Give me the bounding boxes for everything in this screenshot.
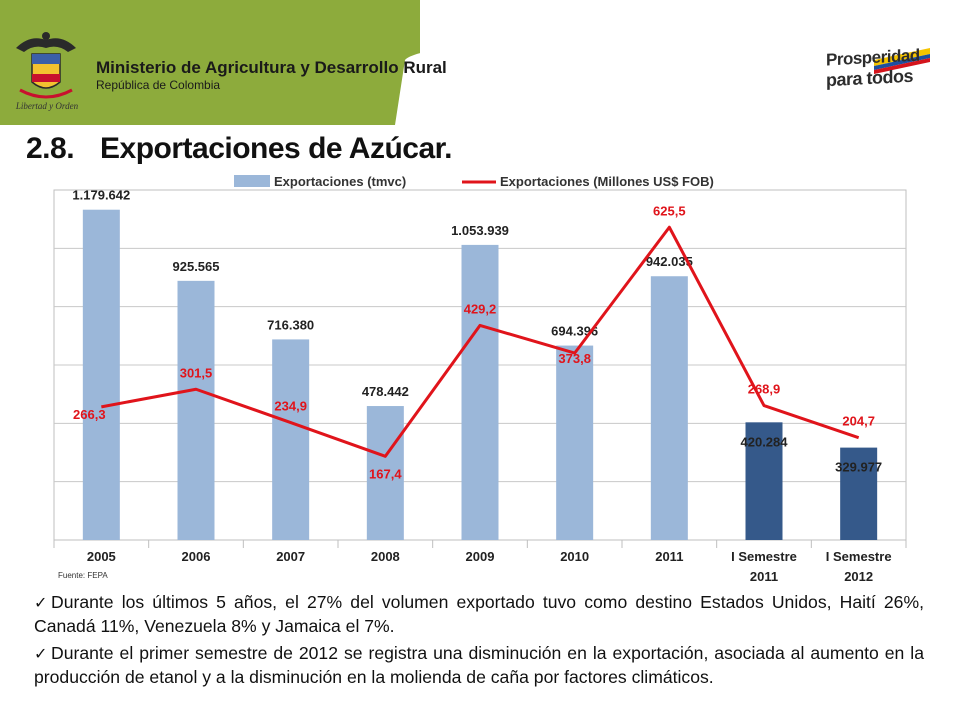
header: Libertad y Orden Ministerio de Agricultu… [0, 0, 960, 125]
ministry-title: Ministerio de Agricultura y Desarrollo R… [96, 58, 447, 77]
line-value-label: 301,5 [180, 365, 213, 380]
bar-value-label: 942.035 [646, 254, 693, 269]
bar [366, 406, 404, 540]
bar-value-label: 1.179.642 [72, 188, 130, 203]
page-title: 2.8. Exportaciones de Azúcar. [26, 132, 453, 166]
category-label: 2011 [655, 549, 683, 564]
coat-of-arms-icon [16, 32, 76, 99]
bar [840, 447, 878, 540]
brand-stripe-icon [874, 48, 930, 74]
category-label: 2008 [371, 549, 400, 564]
checkmark-icon: ✓ [34, 595, 48, 612]
bar-value-label: 694.396 [551, 324, 598, 339]
bullet-text: Durante el primer semestre de 2012 se re… [34, 643, 924, 687]
ministry-subtitle: República de Colombia [96, 78, 221, 92]
line-value-label: 268,9 [748, 382, 781, 397]
bar [82, 209, 120, 540]
source-note: Fuente: FEPA [58, 571, 108, 580]
bar-value-label: 329.977 [835, 460, 882, 475]
bar-value-label: 478.442 [362, 384, 409, 399]
line-value-label: 234,9 [274, 399, 307, 414]
header-band [0, 0, 420, 125]
bar [177, 280, 215, 540]
line-value-label: 167,4 [369, 466, 402, 481]
legend-label-line: Exportaciones (Millones US$ FOB) [500, 174, 714, 189]
line-series [101, 225, 860, 458]
line-value-label: 429,2 [464, 301, 497, 316]
line-value-label: 204,7 [842, 414, 875, 429]
bar-value-label: 420.284 [741, 434, 789, 449]
category-label: I Semestre [731, 549, 797, 564]
motto: Libertad y Orden [15, 101, 79, 111]
bullet-list: ✓ Durante los últimos 5 años, el 27% del … [34, 591, 924, 693]
bar [272, 339, 310, 540]
bar [745, 422, 783, 540]
category-label: 2011 [750, 569, 778, 584]
category-label: 2009 [466, 549, 495, 564]
checkmark-icon: ✓ [34, 646, 48, 663]
exports-chart: Exportaciones (tmvc) Exportaciones (Millo… [53, 174, 907, 584]
brand-logo: Prosperidad para todos [822, 46, 932, 96]
bullet-item: ✓ Durante el primer semestre de 2012 se r… [34, 642, 924, 688]
bar-value-label: 925.565 [173, 259, 220, 274]
bullet-text: Durante los últimos 5 años, el 27% del v… [34, 592, 924, 636]
category-label: 2005 [87, 549, 116, 564]
category-label: I Semestre [826, 549, 892, 564]
bar-value-label: 716.380 [267, 317, 314, 332]
section-number: 2.8. [26, 132, 75, 165]
legend-label-bars: Exportaciones (tmvc) [274, 174, 406, 189]
category-label: 2006 [182, 549, 211, 564]
bar [556, 345, 594, 540]
line-value-label: 373,8 [558, 351, 591, 366]
bullet-item: ✓ Durante los últimos 5 años, el 27% del … [34, 591, 924, 637]
category-label: 2010 [560, 549, 589, 564]
bar-value-label: 1.053.939 [451, 223, 509, 238]
line-value-label: 625,5 [653, 203, 686, 218]
section-title: Exportaciones de Azúcar. [100, 132, 453, 165]
bar [650, 276, 688, 540]
legend-swatch-bars [234, 175, 270, 187]
bar [461, 244, 499, 540]
category-label: 2012 [844, 569, 873, 584]
category-label: 2007 [276, 549, 305, 564]
line-value-label: 266,3 [73, 407, 106, 422]
